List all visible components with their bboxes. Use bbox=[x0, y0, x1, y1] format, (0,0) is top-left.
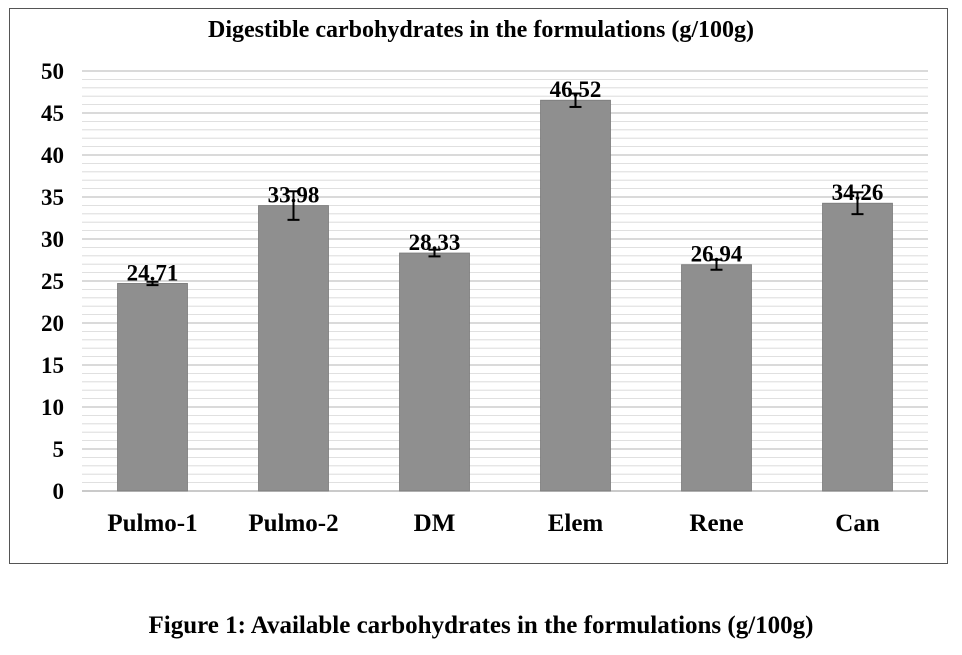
y-tick-label: 50 bbox=[41, 59, 64, 84]
y-tick-label: 35 bbox=[41, 185, 64, 210]
bar-Rene bbox=[681, 264, 752, 492]
bars bbox=[117, 92, 893, 492]
y-tick-label: 0 bbox=[53, 479, 65, 504]
labels: 0 5 10 15 20 25 30 35 40 45 50 24.71 Pulmo-1 33.98 Pul… bbox=[41, 59, 883, 537]
bar-Pulmo-1 bbox=[117, 283, 188, 492]
bar-Can bbox=[822, 202, 893, 492]
x-category-label: Rene bbox=[689, 510, 743, 537]
data-label: 24.71 bbox=[127, 260, 179, 285]
figure-caption: Figure 1: Available carbohydrates in the… bbox=[148, 612, 814, 639]
y-tick-label: 40 bbox=[41, 143, 64, 168]
bar-Pulmo-2 bbox=[258, 205, 329, 492]
x-category-label: Elem bbox=[548, 510, 604, 537]
data-label: 28.33 bbox=[409, 230, 461, 255]
y-tick-label: 15 bbox=[41, 353, 64, 378]
chart-title: Digestible carbohydrates in the formulat… bbox=[208, 17, 754, 43]
data-label: 46.52 bbox=[550, 77, 602, 102]
x-category-label: Pulmo-2 bbox=[248, 510, 338, 537]
y-tick-label: 30 bbox=[41, 227, 64, 252]
y-tick-label: 25 bbox=[41, 269, 64, 294]
x-category-label: Pulmo-1 bbox=[107, 510, 197, 537]
y-tick-label: 5 bbox=[53, 437, 65, 462]
data-label: 26.94 bbox=[691, 242, 743, 267]
y-tick-label: 10 bbox=[41, 395, 64, 420]
grid-lines bbox=[82, 70, 928, 492]
bar-DM bbox=[399, 252, 470, 492]
x-category-label: Can bbox=[835, 510, 880, 537]
y-tick-label: 20 bbox=[41, 311, 64, 336]
data-label: 33.98 bbox=[268, 183, 320, 208]
data-label: 34.26 bbox=[832, 180, 884, 205]
bar-Elem bbox=[540, 99, 611, 492]
x-category-label: DM bbox=[414, 510, 456, 537]
y-tick-label: 45 bbox=[41, 101, 64, 126]
